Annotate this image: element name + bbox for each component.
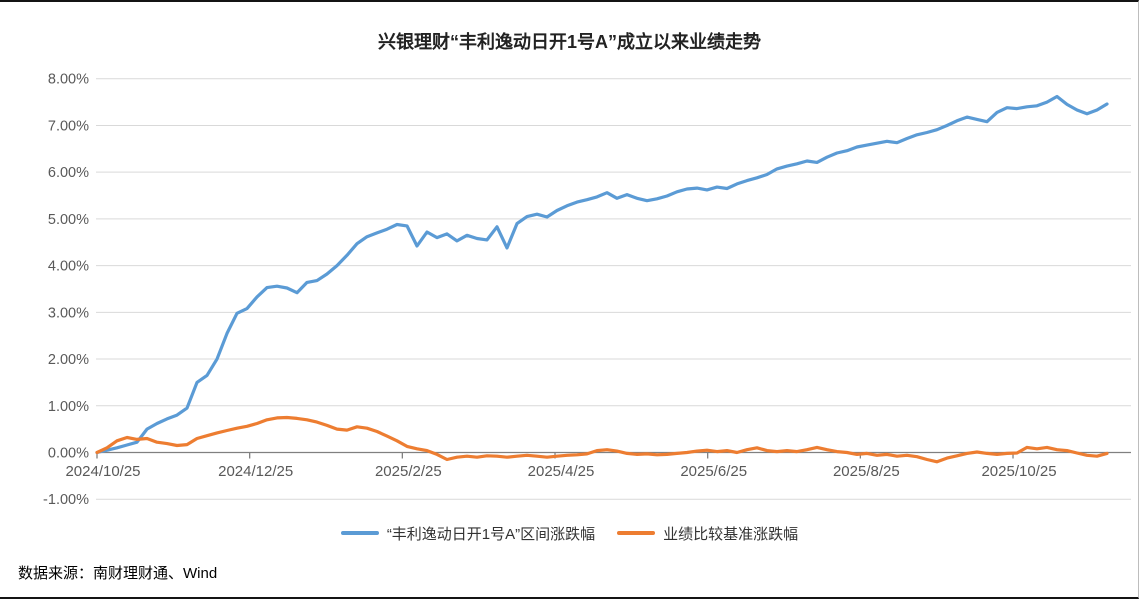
x-tick-label: 2025/10/25 <box>981 463 1056 480</box>
y-tick-label: 7.00% <box>48 118 89 134</box>
chart-legend: “丰利逸动日开1号A”区间涨跌幅 业绩比较基准涨跌幅 <box>0 519 1138 547</box>
x-tick-label: 2024/10/25 <box>65 463 140 480</box>
y-tick-label: 1.00% <box>48 399 89 415</box>
fund-series-line <box>95 94 1109 455</box>
y-tick-label: 6.00% <box>48 165 89 181</box>
chart-title: 兴银理财“丰利逸动日开1号A”成立以来业绩走势 <box>377 32 761 52</box>
y-tick-label: -1.00% <box>43 492 89 508</box>
benchmark-line-swatch-icon <box>617 531 656 535</box>
y-tick-label: 0.00% <box>48 446 89 462</box>
y-tick-label: 8.00% <box>48 72 89 88</box>
x-tick-label: 2025/8/25 <box>833 463 900 480</box>
legend-label-fund: “丰利逸动日开1号A”区间涨跌幅 <box>386 525 596 543</box>
y-tick-label: 4.00% <box>48 259 89 275</box>
fund-line-swatch-icon <box>340 531 379 535</box>
x-tick-label: 2025/4/25 <box>528 463 595 480</box>
y-tick-label: 3.00% <box>48 305 89 321</box>
x-tick-label: 2025/2/25 <box>375 463 442 480</box>
y-tick-label: 5.00% <box>48 212 89 228</box>
legend-item-benchmark: 业绩比较基准涨跌幅 <box>617 523 798 544</box>
legend-item-fund: “丰利逸动日开1号A”区间涨跌幅 <box>340 523 596 544</box>
benchmark-series-line <box>95 415 1109 464</box>
data-source-note: 数据来源：南财理财通、Wind <box>18 565 218 582</box>
x-tick-label: 2024/12/25 <box>218 463 293 480</box>
legend-label-benchmark: 业绩比较基准涨跌幅 <box>663 525 799 543</box>
x-tick-label: 2025/6/25 <box>680 463 747 480</box>
y-tick-label: 2.00% <box>48 352 89 368</box>
